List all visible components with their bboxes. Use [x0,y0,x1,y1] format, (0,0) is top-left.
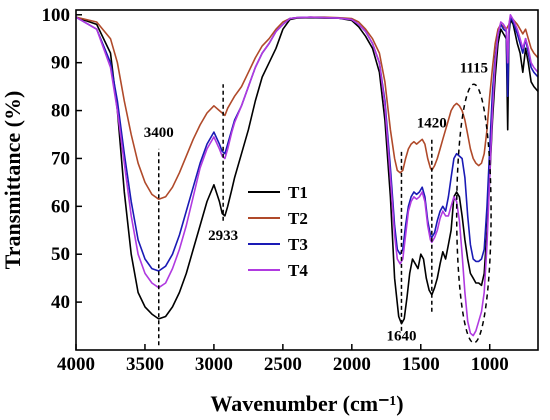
legend-label-t1: T1 [288,183,308,202]
plot-frame [75,9,539,351]
highlight-ellipse [455,83,492,344]
x-axis-title: Wavenumber (cm⁻¹) [210,391,403,416]
legend-label-t4: T4 [288,261,308,280]
x-tick-label: 3500 [126,354,164,375]
series-line-t4 [75,14,539,337]
y-tick-label: 70 [51,148,70,169]
y-tick-label: 90 [51,53,70,74]
y-tick-label: 60 [51,196,70,217]
annotations: 3400 2933 1420 1115 1640 [144,60,488,344]
y-axis-title: Transmittance (%) [0,91,25,270]
series-line-t1 [75,16,539,325]
annotation-3400: 3400 [144,125,174,141]
series-line-t2 [75,16,539,200]
x-tick-label: 2000 [333,354,371,375]
x-tick-label: 1000 [471,354,509,375]
series-layer [75,14,539,337]
y-tick-label: 40 [51,292,70,313]
annotation-1115: 1115 [460,60,488,76]
y-tick-label: 80 [51,101,70,122]
y-tick-label: 100 [42,5,71,26]
annotation-1640: 1640 [386,328,416,344]
axis-ticks: 4000 3500 3000 2500 2000 1500 1000 40 50 60 70 80 90… [42,5,509,375]
annotation-1420: 1420 [417,115,447,131]
annotation-2933: 2933 [208,228,238,244]
x-tick-label: 3000 [195,354,233,375]
legend-label-t2: T2 [288,209,308,228]
y-tick-label: 50 [51,244,70,265]
legend-label-t3: T3 [288,235,308,254]
x-tick-label: 4000 [57,354,95,375]
legend: T1 T2 T3 T4 [248,183,308,280]
x-tick-label: 1500 [402,354,440,375]
peak-markers [157,83,492,346]
x-tick-label: 2500 [264,354,302,375]
